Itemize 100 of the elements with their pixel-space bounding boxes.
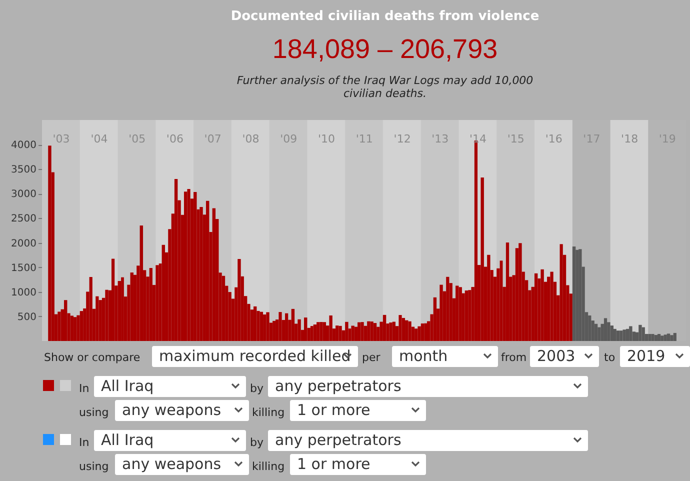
- bar: [174, 179, 178, 341]
- bar: [206, 200, 210, 341]
- bar: [105, 290, 108, 341]
- y-tick-label: 2500: [11, 214, 36, 225]
- x-tick-label: '06: [166, 132, 184, 146]
- bar: [440, 284, 443, 341]
- bar: [266, 312, 270, 341]
- bar: [338, 326, 342, 341]
- bar: [263, 314, 266, 341]
- dropdown: maximum recorded killed: [152, 346, 358, 367]
- bar: [130, 272, 134, 341]
- bar: [222, 276, 226, 341]
- bar: [329, 315, 332, 341]
- bar: [256, 310, 260, 341]
- bar: [405, 320, 408, 341]
- bar: [48, 146, 52, 341]
- bar: [420, 323, 424, 341]
- dropdown: All Iraq: [94, 430, 246, 451]
- bar: [474, 140, 478, 341]
- bar: [194, 192, 197, 341]
- y-tick-label: 1000: [11, 287, 36, 298]
- x-tick-label: '16: [545, 132, 562, 146]
- y-tick-label: 4000: [11, 140, 36, 152]
- dropdown: any weapons: [115, 400, 249, 421]
- bar: [149, 268, 152, 341]
- bar: [80, 311, 84, 341]
- bar: [418, 326, 421, 341]
- x-tick-label: '08: [242, 132, 260, 146]
- bar: [458, 287, 462, 341]
- y-tick-label: 1500: [11, 262, 36, 274]
- bar: [184, 192, 188, 341]
- bar: [673, 332, 676, 341]
- text: using: [79, 460, 109, 473]
- bar: [408, 321, 412, 341]
- bar: [424, 323, 428, 341]
- bar: [58, 312, 61, 341]
- bar: [446, 276, 450, 341]
- bar: [200, 207, 203, 341]
- bar: [456, 286, 459, 341]
- bar: [364, 326, 368, 341]
- x-tick-label: '14: [470, 132, 487, 146]
- bar: [392, 322, 396, 341]
- dropdown: any weapons: [115, 454, 249, 475]
- x-tick-label: '11: [356, 132, 373, 146]
- bar: [480, 178, 484, 341]
- chart-subtitle: 184,089 – 206,793: [271, 34, 499, 65]
- bar: [572, 246, 576, 341]
- bar: [64, 300, 68, 341]
- bar: [212, 208, 216, 341]
- bar: [304, 318, 308, 341]
- dropdown: month: [392, 346, 498, 367]
- bar: [253, 306, 257, 341]
- bar: [162, 244, 166, 341]
- text: killing: [252, 406, 285, 419]
- x-tick-label: '03: [52, 132, 70, 146]
- bar: [610, 326, 614, 341]
- bar: [316, 322, 320, 341]
- dropdown: 2003: [530, 346, 599, 367]
- bar: [111, 258, 115, 341]
- bar: [433, 297, 437, 341]
- x-tick-label: '09: [280, 132, 298, 146]
- y-tick-label: 3500: [11, 164, 36, 176]
- bar: [588, 315, 592, 341]
- bar: [96, 296, 99, 341]
- bar: [550, 272, 554, 341]
- bar: [351, 326, 354, 341]
- bar: [560, 244, 563, 341]
- bar: [534, 273, 538, 341]
- y-tick-label: 2000: [11, 238, 36, 250]
- y-tick-label: 500: [17, 312, 36, 323]
- bar: [370, 322, 374, 341]
- bar: [320, 322, 323, 341]
- bar: [278, 312, 282, 341]
- dropdown: any perpetrators: [268, 376, 588, 397]
- bar: [140, 225, 144, 341]
- bar: [402, 318, 406, 341]
- dropdown: 2019: [620, 346, 690, 367]
- text: killing: [252, 460, 285, 473]
- dropdown: any perpetrators: [268, 430, 588, 451]
- bar: [156, 265, 159, 341]
- text: In: [79, 436, 90, 449]
- bar: [70, 316, 74, 341]
- bar: [345, 322, 348, 341]
- bar: [518, 243, 522, 341]
- bar: [414, 328, 418, 341]
- text: using: [79, 406, 109, 419]
- text: from: [501, 351, 527, 364]
- x-tick-label: '12: [394, 132, 411, 146]
- chart-title: Documented civilian deaths from violence: [230, 9, 540, 24]
- bar: [487, 254, 490, 341]
- text: by: [250, 436, 264, 449]
- bar: [594, 324, 598, 341]
- bar: [322, 322, 326, 341]
- y-tick-label: 3000: [11, 189, 36, 200]
- x-tick-label: '18: [621, 132, 638, 146]
- bar: [389, 322, 392, 341]
- bar: [638, 324, 642, 341]
- bar: [540, 269, 544, 341]
- bar: [187, 189, 190, 341]
- bar: [358, 322, 361, 341]
